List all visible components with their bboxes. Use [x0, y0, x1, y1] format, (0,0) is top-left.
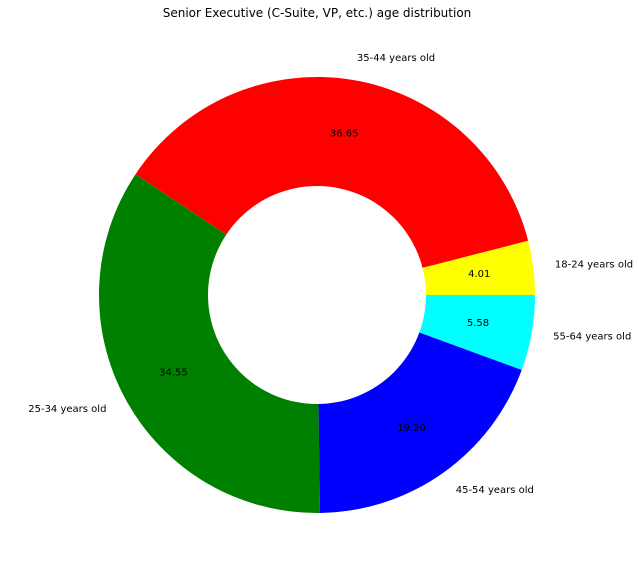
value-labels-group: 4.01 36.65 34.55 19.20 5.58: [159, 128, 490, 434]
category-label: 45-54 years old: [456, 485, 534, 496]
category-label: 25-34 years old: [28, 404, 106, 415]
value-label: 19.20: [397, 423, 426, 434]
value-label: 5.58: [467, 318, 489, 329]
value-label: 4.01: [468, 269, 490, 280]
category-label: 18-24 years old: [555, 259, 633, 270]
category-label: 55-64 years old: [553, 331, 631, 342]
chart-title: Senior Executive (C-Suite, VP, etc.) age…: [163, 6, 472, 20]
category-labels-group: 18-24 years old 35-44 years old 25-34 year…: [28, 53, 633, 496]
slice-35-44-years-old: [135, 77, 529, 296]
category-label: 35-44 years old: [357, 53, 435, 64]
value-label: 36.65: [330, 128, 359, 139]
slice-25-34-years-old: [99, 174, 320, 513]
donut-hole: [208, 186, 426, 404]
value-label: 34.55: [159, 368, 188, 379]
